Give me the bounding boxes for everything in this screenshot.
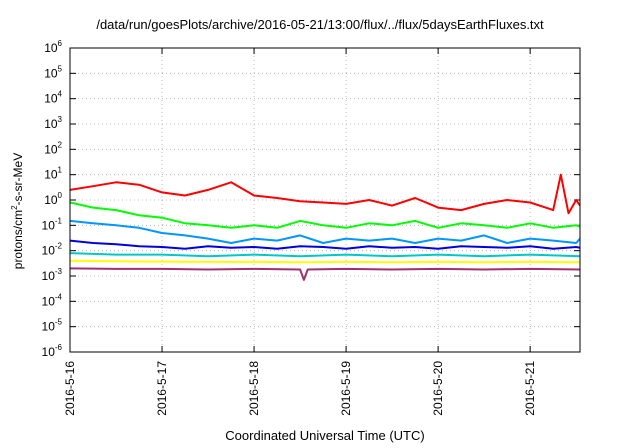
y-tick-label: 10-2 — [42, 242, 63, 258]
x-tick-label: 2016-5-19 — [339, 361, 353, 416]
series-line-4 — [70, 239, 580, 250]
y-tick-label: 10-6 — [42, 343, 63, 359]
plot-frame — [69, 47, 581, 353]
y-tick-label: 101 — [44, 166, 62, 182]
y-tick-label: 102 — [44, 140, 62, 156]
y-tick-label: 100 — [44, 191, 62, 207]
series-line-7 — [70, 267, 580, 281]
y-tick-label: 104 — [44, 90, 62, 106]
y-axis-label-text: protons/cm2-s-sr-MeV — [10, 153, 25, 269]
series-line-1 — [70, 173, 580, 215]
y-tick-label: 10-1 — [42, 216, 63, 232]
x-tick-label: 2016-5-16 — [63, 361, 77, 416]
series-line-3 — [70, 219, 580, 244]
x-tick-label: 2016-5-18 — [247, 361, 261, 416]
y-tick-label: 106 — [44, 39, 62, 55]
y-tick-label: 10-4 — [42, 292, 63, 308]
y-tick-label: 10-3 — [42, 267, 63, 283]
series-line-5 — [70, 252, 580, 258]
x-tick-label: 2016-5-21 — [523, 361, 537, 416]
x-axis-label: Coordinated Universal Time (UTC) — [225, 428, 425, 443]
y-tick-label: 10-5 — [42, 318, 63, 334]
chart-title: /data/run/goesPlots/archive/2016-05-21/1… — [96, 17, 544, 32]
x-tick-label: 2016-5-17 — [155, 361, 169, 416]
y-axis-label: protons/cm2-s-sr-MeV — [4, 70, 30, 352]
series-line-2 — [70, 201, 580, 229]
series-line-6 — [70, 259, 580, 264]
y-tick-label: 105 — [44, 64, 62, 80]
y-tick-label: 103 — [44, 115, 62, 131]
x-tick-label: 2016-5-20 — [431, 361, 445, 416]
